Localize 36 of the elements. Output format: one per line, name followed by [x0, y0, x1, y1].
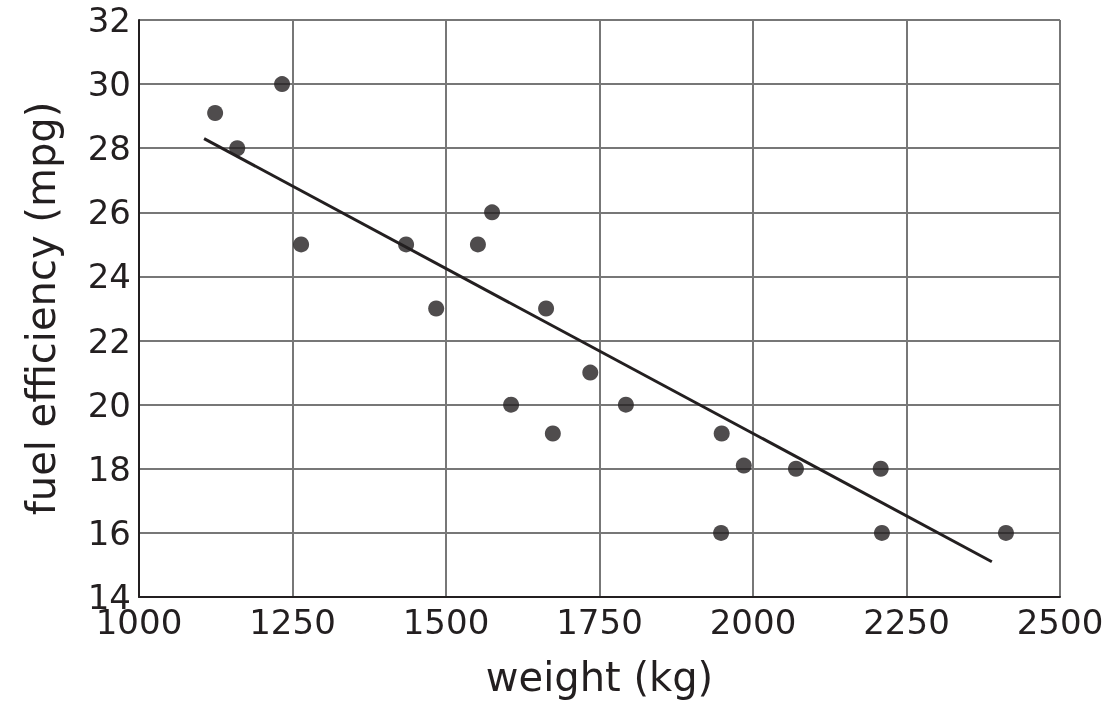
point: [872, 460, 889, 477]
y-tick-label: 20: [87, 384, 131, 425]
point: [788, 460, 804, 477]
point: [617, 396, 634, 413]
point: [735, 457, 752, 474]
y-tick-label: 28: [87, 128, 131, 169]
point: [229, 140, 246, 157]
x-tick-label: 2000: [709, 602, 797, 642]
x-tick-label: 1250: [249, 602, 336, 642]
y-axis-title: fuel efficiency (mpg): [18, 101, 64, 516]
y-tick-label: 16: [87, 512, 131, 553]
x-tick-label: 1750: [556, 602, 643, 642]
point: [207, 104, 224, 121]
x-tick-label: 1500: [402, 602, 490, 642]
y-tick-label: 22: [87, 320, 131, 361]
point: [428, 300, 445, 317]
y-tick-label: 18: [87, 448, 131, 489]
point: [274, 76, 291, 93]
point: [503, 396, 520, 413]
y-tick-label: 30: [87, 64, 131, 105]
point: [469, 236, 486, 253]
point: [582, 364, 599, 381]
point: [997, 524, 1014, 541]
point: [544, 425, 561, 442]
point: [713, 425, 730, 442]
point: [484, 204, 501, 221]
y-tick-label: 26: [87, 192, 131, 233]
y-tick-label: 24: [87, 256, 131, 297]
point: [538, 300, 555, 317]
x-axis-title: weight (kg): [485, 654, 714, 700]
x-tick-label: 2250: [863, 602, 950, 642]
point: [873, 524, 890, 541]
x-tick-label: 2500: [1016, 602, 1104, 642]
point: [713, 524, 730, 541]
y-tick-label: 32: [87, 0, 131, 40]
point: [293, 236, 310, 253]
